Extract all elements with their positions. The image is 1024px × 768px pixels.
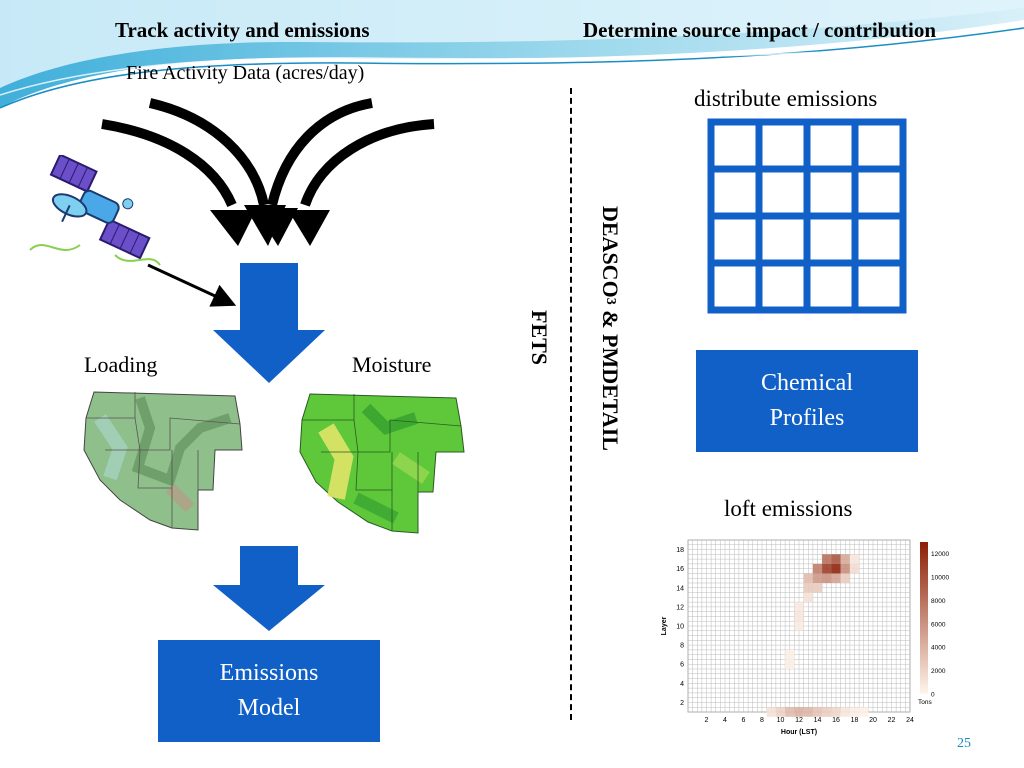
colorbar-tick-label: 4000 [931, 645, 946, 652]
x-tick-label: 18 [851, 717, 859, 724]
activity-arrow-4 [300, 119, 435, 207]
heatmap-cell [812, 563, 823, 574]
chemical-profiles-line-2: Profiles [769, 405, 845, 431]
x-tick-label: 20 [869, 717, 877, 724]
satellite-icon [29, 155, 161, 266]
heatmap-cell [794, 707, 804, 717]
heatmap-cell [766, 707, 776, 717]
western-us-loading-map [83, 391, 243, 531]
heatmap-cell [822, 707, 832, 717]
deasco-pmdetail-label: DEASCO3 & PMDETAIL [597, 206, 623, 451]
x-tick-label: 24 [906, 717, 914, 724]
x-tick-label: 12 [795, 717, 803, 724]
right-header-title: Determine source impact / contribution [583, 18, 937, 42]
colorbar-tick-label: 0 [931, 692, 935, 699]
chemical-profiles-line-1: Chemical [761, 370, 853, 396]
y-tick-label: 6 [680, 662, 684, 669]
loading-label: Loading [84, 352, 158, 377]
heatmap-cell [849, 563, 860, 574]
distribute-emissions-label: distribute emissions [694, 86, 878, 111]
activity-arrow-1 [101, 119, 237, 208]
activity-arrow-3 [267, 98, 373, 207]
heatmap-cell [785, 649, 795, 660]
chemical-profiles-box: Chemical Profiles [696, 350, 918, 452]
heatmap-cell [859, 707, 869, 717]
deasco-text: DEASCO [598, 206, 623, 298]
heatmap-cell [849, 707, 860, 717]
heatmap-cell [822, 573, 832, 583]
emissions-grid-icon [707, 118, 907, 314]
moisture-label: Moisture [352, 352, 432, 377]
loft-emissions-label: loft emissions [724, 496, 853, 521]
colorbar-tick-label: 8000 [931, 598, 946, 605]
heatmap-cell [822, 554, 832, 564]
heatmap-cell [831, 563, 841, 574]
heatmap-cell [803, 592, 813, 603]
emissions-model-line-2: Model [237, 695, 301, 721]
heatmap-cell [812, 707, 823, 717]
emissions-model-line-1: Emissions [219, 660, 319, 686]
colorbar-tick-label: 6000 [931, 621, 946, 628]
heatmap-cell [803, 573, 813, 583]
heatmap-cell [849, 554, 860, 564]
colorbar [920, 542, 928, 694]
fire-activity-label: Fire Activity Data (acres/day) [126, 62, 365, 84]
down-arrow-1 [213, 263, 325, 383]
heatmap-cell [803, 707, 813, 717]
y-tick-label: 10 [676, 624, 684, 631]
page-number: 25 [957, 736, 971, 751]
deasco-subscript: 3 [603, 297, 618, 305]
colorbar-tick-label: 10000 [931, 575, 949, 582]
heatmap-cell [840, 554, 850, 564]
heatmap-cell [831, 554, 841, 564]
section-divider [570, 88, 572, 720]
heatmap-cell [794, 611, 804, 622]
x-tick-label: 16 [832, 717, 840, 724]
pmdetail-text: & PMDETAIL [598, 304, 623, 451]
fets-label: FETS [527, 310, 552, 366]
x-axis-label: Hour (LST) [781, 729, 817, 736]
heatmap-cell [831, 573, 841, 583]
x-tick-label: 10 [777, 717, 785, 724]
colorbar-tick-label: 2000 [931, 668, 946, 675]
heatmap-cell [831, 707, 841, 717]
x-tick-label: 22 [888, 717, 896, 724]
western-us-moisture-map [299, 393, 465, 534]
heatmap-cell [840, 563, 850, 574]
y-tick-label: 14 [676, 585, 684, 592]
heatmap-cell [794, 602, 804, 612]
x-tick-label: 6 [742, 717, 746, 724]
down-arrow-2 [213, 546, 325, 631]
heatmap-cell [840, 573, 850, 583]
heatmap-cell [785, 659, 795, 669]
y-tick-label: 12 [676, 604, 684, 611]
heatmap-cell [812, 583, 823, 593]
colorbar-label: Tons [918, 699, 932, 706]
activity-arrow-2 [148, 98, 269, 207]
header-swoosh [0, 0, 1024, 109]
emissions-model-box: Emissions Model [158, 640, 380, 742]
x-tick-label: 2 [705, 717, 709, 724]
y-tick-label: 18 [676, 547, 684, 554]
heatmap-cell [785, 707, 795, 717]
colorbar-tick-label: 12000 [931, 551, 949, 558]
heatmap-cell [812, 573, 823, 583]
x-tick-label: 14 [814, 717, 822, 724]
heatmap-cell [794, 621, 804, 631]
y-tick-label: 2 [680, 700, 684, 707]
y-tick-label: 4 [680, 681, 684, 688]
flow-arrows [101, 98, 435, 631]
heatmap-cell [775, 707, 786, 717]
heatmap-cell [840, 707, 850, 717]
x-tick-label: 4 [723, 717, 727, 724]
y-tick-label: 8 [680, 643, 684, 650]
heatmap-cell [803, 583, 813, 593]
y-tick-label: 16 [676, 566, 684, 573]
heatmap-cell [822, 563, 832, 574]
y-axis-label: Layer [661, 616, 668, 635]
left-header-title: Track activity and emissions [115, 18, 370, 42]
x-tick-label: 8 [760, 717, 764, 724]
